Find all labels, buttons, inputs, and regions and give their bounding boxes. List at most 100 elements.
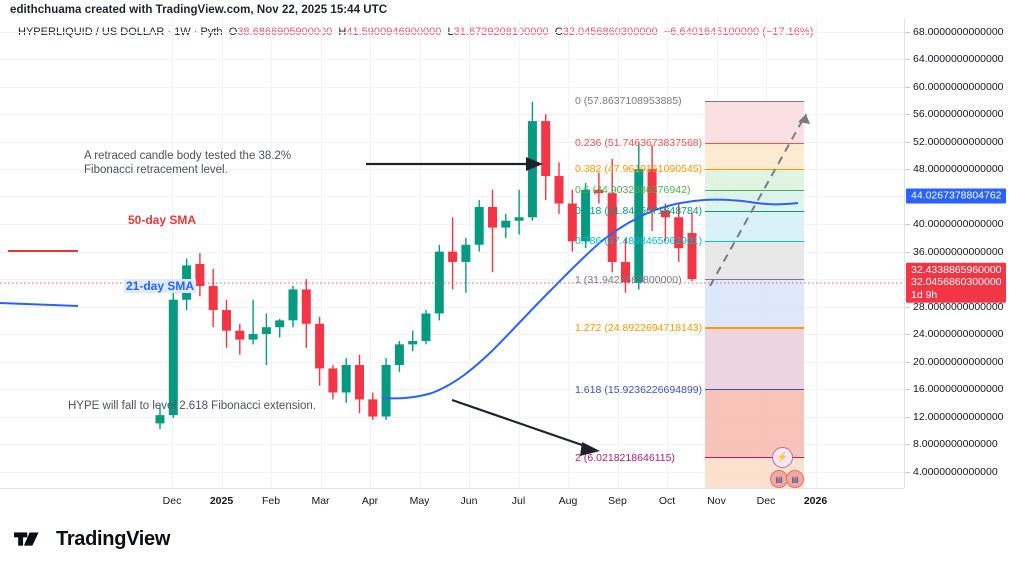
fibonacci-zone-0.618	[705, 211, 804, 242]
fibonacci-zone-0.382	[705, 169, 804, 191]
candlestick[interactable]	[301, 279, 311, 348]
fibonacci-line-0.5[interactable]	[705, 189, 804, 192]
price-axis-label: 64.0000000000000	[913, 53, 1004, 66]
candlestick[interactable]	[394, 340, 404, 372]
price-axis-tick	[905, 361, 910, 363]
fibonacci-zone-1.618	[705, 389, 804, 458]
candlestick[interactable]	[448, 217, 458, 290]
candlestick[interactable]	[554, 162, 564, 214]
grid-line-horizontal	[0, 196, 904, 198]
candlestick[interactable]	[461, 237, 471, 293]
candlestick[interactable]	[408, 330, 418, 352]
time-axis-label: Jun	[460, 495, 478, 507]
projection-dashed-line	[709, 113, 807, 287]
fibonacci-line-0[interactable]	[705, 100, 804, 103]
candlestick[interactable]	[581, 182, 591, 249]
candlestick[interactable]	[541, 114, 551, 201]
time-axis-label: Feb	[261, 495, 281, 507]
time-axis-label: Nov	[707, 495, 726, 507]
time-axis-label: Oct	[658, 495, 676, 507]
candlestick[interactable]	[288, 285, 298, 328]
price-axis-label: 40.0000000000000	[913, 218, 1004, 231]
candlestick[interactable]	[607, 158, 617, 273]
price-axis-tick	[905, 334, 910, 336]
last-price-badge[interactable]: 32.4338865960000 32.0456860300000 1d 9h	[906, 262, 1006, 304]
candlestick[interactable]	[261, 313, 271, 366]
time-axis-label: Aug	[558, 495, 578, 507]
candlestick[interactable]	[315, 316, 325, 386]
candlestick[interactable]	[514, 189, 524, 235]
candlestick[interactable]	[195, 253, 205, 297]
fibonacci-label-0.618: 0.618 (41.8445671848784)	[575, 205, 703, 218]
candlestick[interactable]	[594, 172, 604, 204]
candlestick[interactable]	[621, 237, 630, 293]
price-axis-label: 8.0000000000000	[913, 438, 998, 451]
price-axis[interactable]: 68.0000000000000 64.0000000000000 60.00000…	[904, 18, 1024, 488]
candle-body	[155, 415, 165, 424]
candlestick[interactable]	[341, 358, 351, 403]
candlestick[interactable]	[567, 189, 577, 252]
candlestick[interactable]	[222, 299, 231, 348]
price-axis-tick	[905, 169, 910, 171]
candle-body	[594, 189, 604, 194]
fibonacci-line-0.236[interactable]	[705, 142, 804, 145]
candlestick[interactable]	[275, 318, 285, 338]
grid-line-horizontal	[0, 389, 904, 391]
candlestick[interactable]	[235, 323, 245, 355]
price-axis-tick	[905, 444, 910, 446]
grid-line-vertical	[617, 18, 619, 488]
annotation-retrace-note: A retraced candle body tested the 38.2% …	[84, 150, 292, 176]
grid-line-vertical	[271, 18, 272, 488]
candlestick[interactable]	[434, 244, 444, 321]
fibonacci-line-2[interactable]	[705, 456, 804, 459]
fibonacci-line-1[interactable]	[705, 278, 804, 281]
candlestick[interactable]	[474, 200, 484, 252]
candlestick[interactable]	[155, 406, 165, 429]
candlestick[interactable]	[248, 299, 258, 345]
grid-line-vertical	[370, 18, 371, 488]
candlestick[interactable]	[501, 213, 511, 238]
grid-line-vertical	[815, 18, 817, 488]
price-axis-label: 12.0000000000000	[913, 410, 1004, 423]
candle-body	[421, 313, 431, 341]
fibonacci-line-0.618[interactable]	[705, 210, 804, 213]
candlestick[interactable]	[488, 189, 497, 273]
candlestick[interactable]	[421, 310, 431, 345]
candle-body	[195, 263, 205, 286]
chart-plot-area[interactable]: ⚡ ▤ ▤	[0, 18, 904, 488]
candlestick[interactable]	[168, 289, 178, 418]
economic-event-icon[interactable]: ⚡	[772, 447, 793, 468]
grid-line-horizontal	[0, 306, 904, 308]
time-axis-label: Dec	[756, 495, 776, 507]
grid-line-horizontal	[0, 361, 904, 363]
candlestick[interactable]	[660, 203, 670, 242]
fibonacci-line-0.382[interactable]	[705, 168, 804, 171]
candlestick[interactable]	[355, 354, 364, 414]
candlestick[interactable]	[381, 358, 391, 420]
fibonacci-line-1.618[interactable]	[705, 388, 804, 391]
candlestick[interactable]	[328, 365, 338, 400]
candlestick[interactable]	[674, 203, 684, 262]
candle-body	[408, 340, 418, 345]
price-axis-label: 60.0000000000000	[913, 80, 1004, 93]
candlestick[interactable]	[634, 141, 644, 290]
candle-body	[514, 217, 524, 221]
sma21-tag: 21-day SMA	[124, 279, 197, 293]
candlestick[interactable]	[647, 145, 657, 232]
time-axis[interactable]: Dec 2025 Feb Mar Apr May Jun Jul Aug Sep Oct Nov Dec…	[0, 488, 904, 515]
fibonacci-line-1.272[interactable]	[705, 327, 804, 329]
price-axis-tick	[905, 416, 910, 418]
us-flag-event-icon-2[interactable]: ▤	[786, 470, 804, 488]
candlestick[interactable]	[368, 392, 378, 420]
fibonacci-line-0.786[interactable]	[705, 240, 804, 243]
candlestick[interactable]	[208, 268, 218, 328]
candle-body	[607, 193, 617, 262]
grid-line-horizontal	[0, 114, 904, 116]
candlestick-series[interactable]	[0, 18, 904, 488]
candle-body	[488, 206, 497, 228]
price-axis-label: 56.0000000000000	[913, 108, 1004, 121]
sma-price-badge[interactable]: 44.0267378804762	[906, 188, 1006, 204]
candlestick[interactable]	[687, 213, 697, 282]
price-axis-tick	[905, 31, 910, 33]
candle-body	[275, 320, 285, 328]
